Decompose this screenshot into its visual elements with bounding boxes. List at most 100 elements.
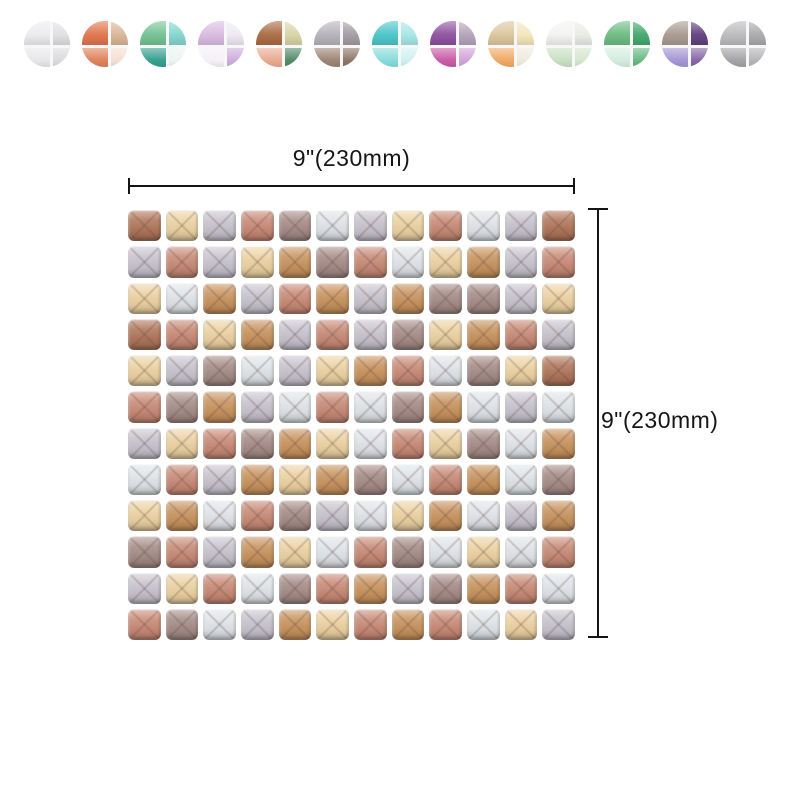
swatch-tile-quadrant (662, 21, 689, 46)
mosaic-tile (203, 282, 236, 314)
mosaic-tile (391, 572, 425, 604)
swatch-tile-quadrant (662, 48, 689, 67)
mosaic-tile (354, 463, 387, 495)
mosaic-tile (278, 355, 312, 387)
swatch-tile-quadrant (488, 21, 515, 46)
mosaic-tile (316, 427, 349, 459)
mosaic-tile (391, 246, 425, 278)
mosaic-tile (203, 391, 236, 423)
mosaic-tile (278, 536, 312, 568)
mosaic-tile (391, 318, 425, 350)
mosaic-tile (316, 282, 349, 314)
mosaic-tile (467, 463, 500, 495)
swatch-tile-quadrant (53, 21, 70, 46)
swatch-tile-quadrant (111, 21, 128, 46)
variant-swatch-cream-orange[interactable] (488, 21, 534, 67)
mosaic-tile (128, 572, 161, 604)
mosaic-tile (429, 500, 462, 532)
mosaic-tile (278, 246, 312, 278)
variant-swatch-white-marble[interactable] (24, 21, 70, 67)
mosaic-tile (429, 536, 462, 568)
mosaic-tile (241, 572, 274, 604)
swatch-tile-quadrant (401, 21, 418, 46)
mosaic-tile (241, 427, 274, 459)
swatch-tile-quadrant (459, 21, 476, 46)
variant-swatch-purple-magenta[interactable] (430, 21, 476, 67)
swatch-tile-quadrant (169, 21, 186, 46)
mosaic-tile (504, 282, 538, 314)
mosaic-tile (354, 572, 387, 604)
mosaic-tile (128, 282, 161, 314)
swatch-tile-quadrant (285, 48, 302, 67)
variant-swatch-taupe-purple[interactable] (662, 21, 708, 67)
mosaic-tile (203, 210, 236, 242)
mosaic-tile (354, 282, 387, 314)
variant-swatch-pale-green[interactable] (546, 21, 592, 67)
swatch-tile-quadrant (575, 48, 592, 67)
mosaic-tile (128, 246, 161, 278)
mosaic-tile (504, 572, 538, 604)
mosaic-tile (128, 391, 161, 423)
swatch-tile-quadrant (517, 48, 534, 67)
mosaic-tile (354, 318, 387, 350)
variant-swatch-silver-gray[interactable] (720, 21, 766, 67)
mosaic-tile (165, 355, 199, 387)
swatch-tile-quadrant (169, 48, 186, 67)
mosaic-tile (429, 608, 462, 640)
variant-swatch-brown-olive[interactable] (256, 21, 302, 67)
mosaic-tile (203, 608, 236, 640)
variant-swatch-green[interactable] (604, 21, 650, 67)
mosaic-tile (504, 536, 538, 568)
mosaic-tile (504, 427, 538, 459)
mosaic-tile (128, 210, 161, 242)
mosaic-tile (278, 572, 312, 604)
variant-swatch-green-teal[interactable] (140, 21, 186, 67)
swatch-tile-quadrant (691, 21, 708, 46)
mosaic-tile (241, 608, 274, 640)
mosaic-tile (203, 500, 236, 532)
mosaic-tile (467, 210, 500, 242)
mosaic-tile (354, 210, 387, 242)
swatch-tile-quadrant (227, 21, 244, 46)
mosaic-tile (429, 210, 462, 242)
variant-swatch-orange-tan[interactable] (82, 21, 128, 67)
mosaic-tile (391, 355, 425, 387)
swatch-tile-quadrant (140, 21, 167, 46)
swatch-tile-quadrant (82, 21, 109, 46)
swatch-tile-quadrant (575, 21, 592, 46)
swatch-tile-quadrant (314, 48, 341, 67)
height-dimension-label: 9"(230mm) (601, 407, 719, 433)
mosaic-tile (278, 608, 312, 640)
swatch-tile-quadrant (517, 21, 534, 46)
mosaic-tile (354, 391, 387, 423)
mosaic-tile (429, 318, 462, 350)
mosaic-tile (165, 608, 199, 640)
mosaic-tile (203, 355, 236, 387)
mosaic-tile (203, 572, 236, 604)
swatch-tile-quadrant (749, 48, 766, 67)
swatch-tile-quadrant (198, 48, 225, 67)
mosaic-tile (467, 282, 500, 314)
variant-swatch-aqua[interactable] (372, 21, 418, 67)
mosaic-tile (203, 427, 236, 459)
mosaic-tile (429, 427, 462, 459)
swatch-tile-quadrant (24, 21, 51, 46)
mosaic-tile (504, 318, 538, 350)
variant-swatch-row (24, 21, 766, 67)
swatch-tile-quadrant (343, 21, 360, 46)
variant-swatch-lavender[interactable] (198, 21, 244, 67)
mosaic-tile (467, 500, 500, 532)
swatch-tile-quadrant (53, 48, 70, 67)
mosaic-tile (203, 463, 236, 495)
mosaic-tile (241, 246, 274, 278)
mosaic-tile (504, 608, 538, 640)
mosaic-tile (467, 391, 500, 423)
mosaic-tile (165, 282, 199, 314)
mosaic-tile (391, 210, 425, 242)
mosaic-tile (354, 500, 387, 532)
swatch-tile-quadrant (198, 21, 225, 46)
mosaic-tile (316, 391, 349, 423)
variant-swatch-gray-brown[interactable] (314, 21, 360, 67)
mosaic-tile (165, 500, 199, 532)
mosaic-tile (128, 536, 161, 568)
